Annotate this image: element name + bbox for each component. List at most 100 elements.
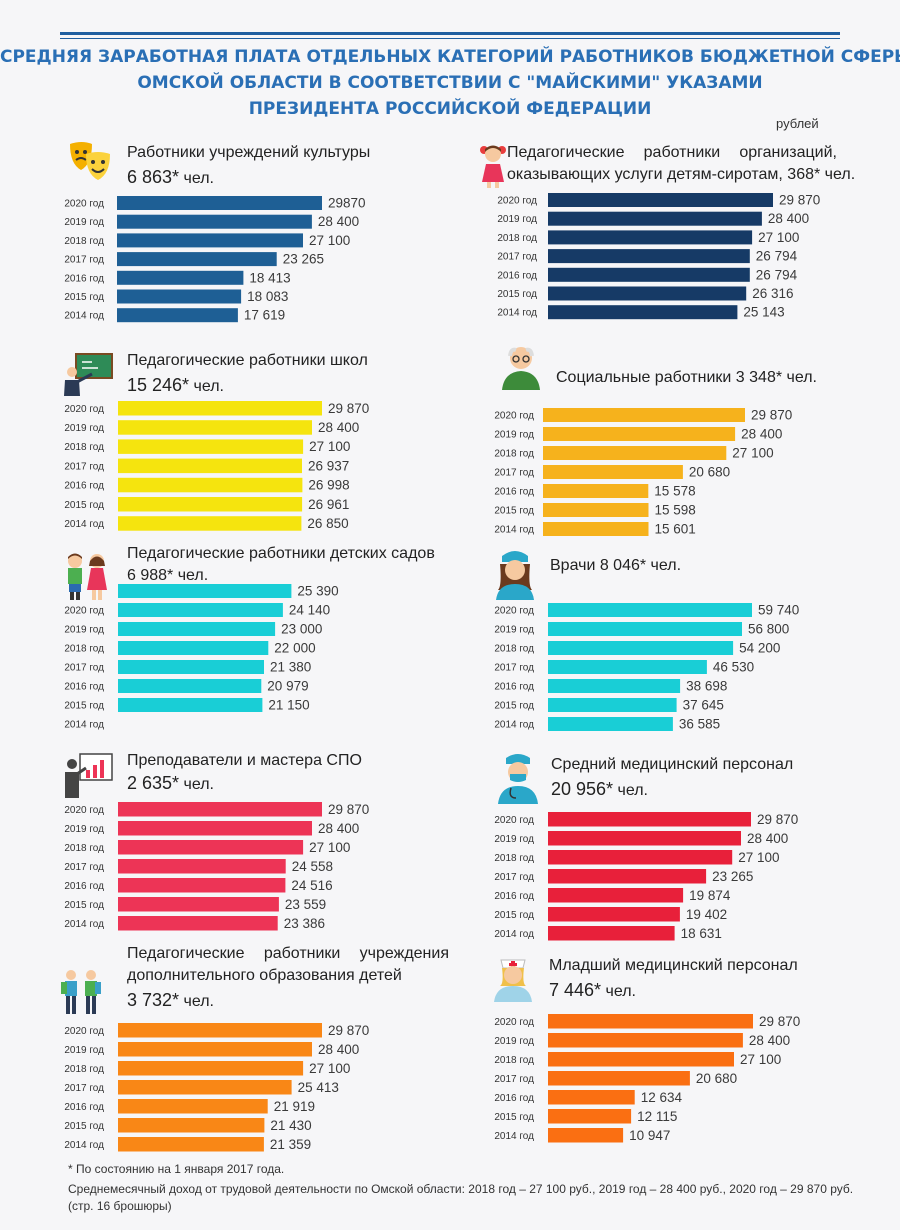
- bar-spo: [118, 897, 279, 912]
- year-label-junior-med: 2019 год: [494, 1036, 534, 1047]
- bar-spo: [118, 878, 286, 893]
- teacher-blackboard-icon: [62, 352, 114, 401]
- value-label-schools: 28 400: [318, 420, 359, 435]
- panel-schools-title: Педагогические работники школ: [127, 352, 368, 369]
- bar-social: [543, 427, 736, 441]
- panel-spo-count-suffix: чел.: [179, 776, 215, 793]
- value-label-doctors: 38 698: [686, 679, 727, 694]
- bar-kindergartens: [118, 660, 264, 674]
- value-label-spo: 28 400: [318, 821, 359, 836]
- value-label-social: 20 680: [689, 465, 730, 480]
- value-label-junior-med: 29 870: [759, 1014, 800, 1029]
- year-label-spo: 2014 год: [64, 919, 104, 930]
- value-label-social: 15 598: [655, 503, 696, 518]
- bar-additional: [118, 1023, 322, 1038]
- bar-social: [543, 503, 649, 517]
- bar-spo: [118, 859, 286, 874]
- panel-schools-heading: Педагогические работники школ 15 246* че…: [127, 350, 467, 398]
- panel-social-heading: Социальные работники 3 348* чел.: [556, 367, 856, 389]
- bar-schools: [118, 420, 312, 435]
- year-label-schools: 2014 год: [64, 519, 104, 530]
- bar-orphans: [548, 249, 750, 264]
- bar-kindergartens: [118, 641, 269, 655]
- year-label-doctors: 2018 год: [494, 644, 534, 655]
- year-label-doctors: 2016 год: [494, 682, 534, 693]
- header-rule-thin: [60, 38, 840, 39]
- year-label-orphans: 2020 год: [497, 196, 537, 207]
- year-label-schools: 2020 год: [64, 404, 104, 415]
- value-label-culture: 18 083: [247, 289, 288, 304]
- year-label-spo: 2019 год: [64, 824, 104, 835]
- year-label-schools: 2015 год: [64, 500, 104, 511]
- bar-orphans: [548, 267, 750, 282]
- panel-spo-heading: Преподаватели и мастера СПО 2 635* чел.: [127, 750, 467, 796]
- value-label-spo: 24 516: [291, 878, 332, 893]
- female-doctor-icon: [492, 548, 538, 605]
- bar-culture: [117, 252, 277, 267]
- value-label-nurses: 19 402: [686, 907, 727, 922]
- year-label-doctors: 2015 год: [494, 701, 534, 712]
- value-label-junior-med: 20 680: [696, 1071, 737, 1086]
- title-line-2: ОМСКОЙ ОБЛАСТИ В СООТВЕТСТВИИ С "МАЙСКИМ…: [137, 73, 763, 93]
- chart-doctors: 2020 год 2019 год 2018 год 2017 год 2016 год…: [494, 603, 799, 732]
- value-label-social: 28 400: [741, 427, 782, 442]
- panel-doctors-heading: Врачи 8 046* чел.: [550, 555, 850, 577]
- value-label-kindergartens: 22 000: [274, 641, 315, 656]
- value-label-doctors: 37 645: [683, 698, 724, 713]
- value-label-additional: 21 430: [270, 1118, 311, 1133]
- bar-orphans: [548, 193, 773, 207]
- panel-nurses-heading: Средний медицинский персонал 20 956* чел…: [551, 754, 851, 802]
- value-label-nurses: 27 100: [738, 850, 779, 865]
- year-label-kindergartens: 2017 год: [64, 663, 104, 674]
- year-label-doctors: 2019 год: [494, 625, 534, 636]
- bar-kindergartens: [118, 679, 262, 693]
- bar-doctors: [548, 698, 677, 712]
- panel-culture-count-suffix: чел.: [179, 170, 215, 187]
- value-label-orphans: 26 794: [756, 249, 798, 264]
- value-label-schools: 29 870: [328, 401, 369, 416]
- year-label-junior-med: 2015 год: [494, 1112, 534, 1123]
- year-label-nurses: 2014 год: [494, 929, 534, 940]
- year-label-culture: 2020 год: [64, 199, 104, 210]
- bar-social: [543, 408, 745, 422]
- year-label-social: 2015 год: [494, 506, 534, 517]
- value-label-spo: 23 559: [285, 897, 326, 912]
- bar-nurses: [548, 869, 707, 884]
- value-label-nurses: 23 265: [712, 869, 753, 884]
- value-label-culture: 27 100: [309, 233, 350, 248]
- footnote: * По состоянию на 1 января 2017 года.: [68, 1162, 285, 1176]
- year-label-social: 2019 год: [494, 430, 534, 441]
- year-label-nurses: 2015 год: [494, 910, 534, 921]
- chart-kindergartens: 2020 год 2019 год 2018 год 2017 год 2016 год…: [64, 584, 338, 731]
- value-label-additional: 21 919: [274, 1099, 315, 1114]
- year-label-spo: 2018 год: [64, 843, 104, 854]
- year-label-junior-med: 2017 год: [494, 1074, 534, 1085]
- value-label-culture: 23 265: [283, 252, 324, 267]
- panel-junior-med-title: Младший медицинский персонал: [549, 957, 798, 974]
- bar-additional: [118, 1137, 264, 1152]
- value-label-social: 29 870: [751, 408, 792, 423]
- value-label-schools: 26 937: [308, 458, 349, 473]
- year-label-doctors: 2017 год: [494, 663, 534, 674]
- year-label-orphans: 2014 год: [497, 308, 537, 319]
- bar-kindergartens: [118, 584, 292, 598]
- value-label-doctors: 46 530: [713, 660, 754, 675]
- bar-culture: [117, 289, 242, 304]
- value-label-social: 15 578: [654, 484, 695, 499]
- value-label-social: 27 100: [732, 446, 773, 461]
- bar-additional: [118, 1080, 292, 1095]
- unit-label: рублей: [776, 116, 819, 131]
- year-label-junior-med: 2018 год: [494, 1055, 534, 1066]
- year-label-orphans: 2015 год: [497, 289, 537, 300]
- bar-kindergartens: [118, 698, 263, 712]
- bar-culture: [117, 308, 238, 323]
- bar-junior-med: [548, 1090, 635, 1105]
- value-label-schools: 26 998: [308, 478, 349, 493]
- panel-doctors-title: Врачи 8 046* чел.: [550, 557, 682, 574]
- year-label-additional: 2015 год: [64, 1121, 104, 1132]
- year-label-spo: 2016 год: [64, 881, 104, 892]
- bar-nurses: [548, 907, 680, 922]
- value-label-culture: 18 413: [249, 270, 290, 285]
- value-label-social: 15 601: [655, 522, 696, 537]
- value-label-orphans: 26 316: [752, 286, 793, 301]
